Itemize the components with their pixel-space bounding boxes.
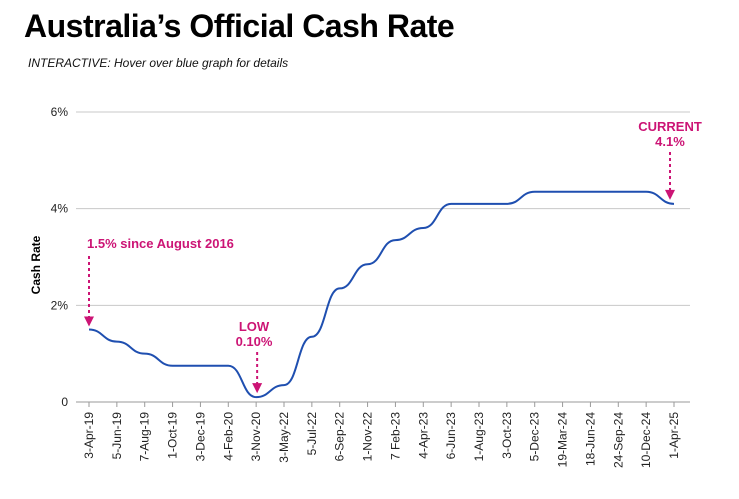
x-tick-label: 1-Apr-25 — [667, 412, 681, 459]
data-point[interactable] — [502, 199, 512, 209]
y-axis-label: Cash Rate — [29, 235, 43, 294]
data-point[interactable] — [140, 349, 150, 359]
data-point[interactable] — [363, 259, 373, 269]
x-tick-label: 3-May-22 — [277, 412, 291, 463]
annotation-since-2016: 1.5% since August 2016 — [84, 236, 234, 327]
x-tick-label: 6-Jun-23 — [444, 412, 458, 460]
annotation-text: CURRENT — [638, 119, 702, 134]
page-title: Australia’s Official Cash Rate — [24, 8, 455, 44]
y-tick-label: 4% — [51, 202, 69, 216]
x-tick-label: 3-Oct-23 — [500, 412, 514, 459]
data-point[interactable] — [613, 187, 623, 197]
data-point[interactable] — [585, 187, 595, 197]
data-point[interactable] — [307, 332, 317, 342]
y-tick-label: 2% — [51, 298, 69, 312]
x-tick-label: 7-Aug-19 — [138, 412, 152, 462]
x-tick-label: 5-Jul-22 — [305, 412, 319, 456]
x-tick-label: 5-Dec-23 — [528, 412, 542, 462]
x-tick-label: 3-Nov-20 — [249, 412, 263, 462]
x-tick-label: 7 Feb-23 — [388, 412, 402, 460]
data-point[interactable] — [335, 283, 345, 293]
data-point[interactable] — [446, 199, 456, 209]
x-tick-label: 24-Sep-24 — [611, 412, 625, 468]
data-point[interactable] — [112, 337, 122, 347]
data-point[interactable] — [641, 187, 651, 197]
series-line-cash-rate[interactable] — [88, 190, 675, 399]
page-subtitle: INTERACTIVE: Hover over blue graph for d… — [28, 56, 289, 70]
x-tick-label: 10-Dec-24 — [639, 412, 653, 468]
x-tick-label: 6-Sep-22 — [333, 412, 347, 462]
data-point[interactable] — [168, 361, 178, 371]
x-tick-label: 1-Aug-23 — [472, 412, 486, 462]
data-point[interactable] — [251, 392, 261, 402]
data-point[interactable] — [558, 187, 568, 197]
data-point[interactable] — [530, 187, 540, 197]
x-tick-label: 3-Dec-19 — [193, 412, 207, 462]
data-point[interactable] — [474, 199, 484, 209]
data-point[interactable] — [223, 361, 233, 371]
x-tick-label: 19-Mar-24 — [556, 412, 570, 468]
annotation-text: 1.5% since August 2016 — [87, 236, 234, 251]
x-tick-label: 3-Apr-19 — [82, 412, 96, 459]
data-point[interactable] — [195, 361, 205, 371]
x-tick-label: 1-Nov-22 — [361, 412, 375, 462]
data-point[interactable] — [418, 223, 428, 233]
data-point[interactable] — [669, 199, 679, 209]
annotation-arrow-head — [84, 316, 94, 327]
data-point[interactable] — [390, 235, 400, 245]
y-tick-label: 6% — [51, 105, 69, 119]
data-point[interactable] — [279, 380, 289, 390]
x-tick-label: 18-Jun-24 — [583, 412, 597, 466]
y-tick-label: 0 — [61, 395, 68, 409]
x-tick-label: 1-Oct-19 — [166, 412, 180, 459]
annotation-text: 0.10% — [236, 334, 273, 349]
x-tick-label: 5-Jun-19 — [110, 412, 124, 460]
annotation-arrow-head — [252, 383, 263, 394]
annotation-text: 4.1% — [655, 134, 685, 149]
x-tick-label: 4-Feb-20 — [221, 412, 235, 461]
x-tick-label: 4-Apr-23 — [416, 412, 430, 459]
annotation-text: LOW — [239, 319, 270, 334]
annotation-arrow-head — [665, 189, 675, 200]
